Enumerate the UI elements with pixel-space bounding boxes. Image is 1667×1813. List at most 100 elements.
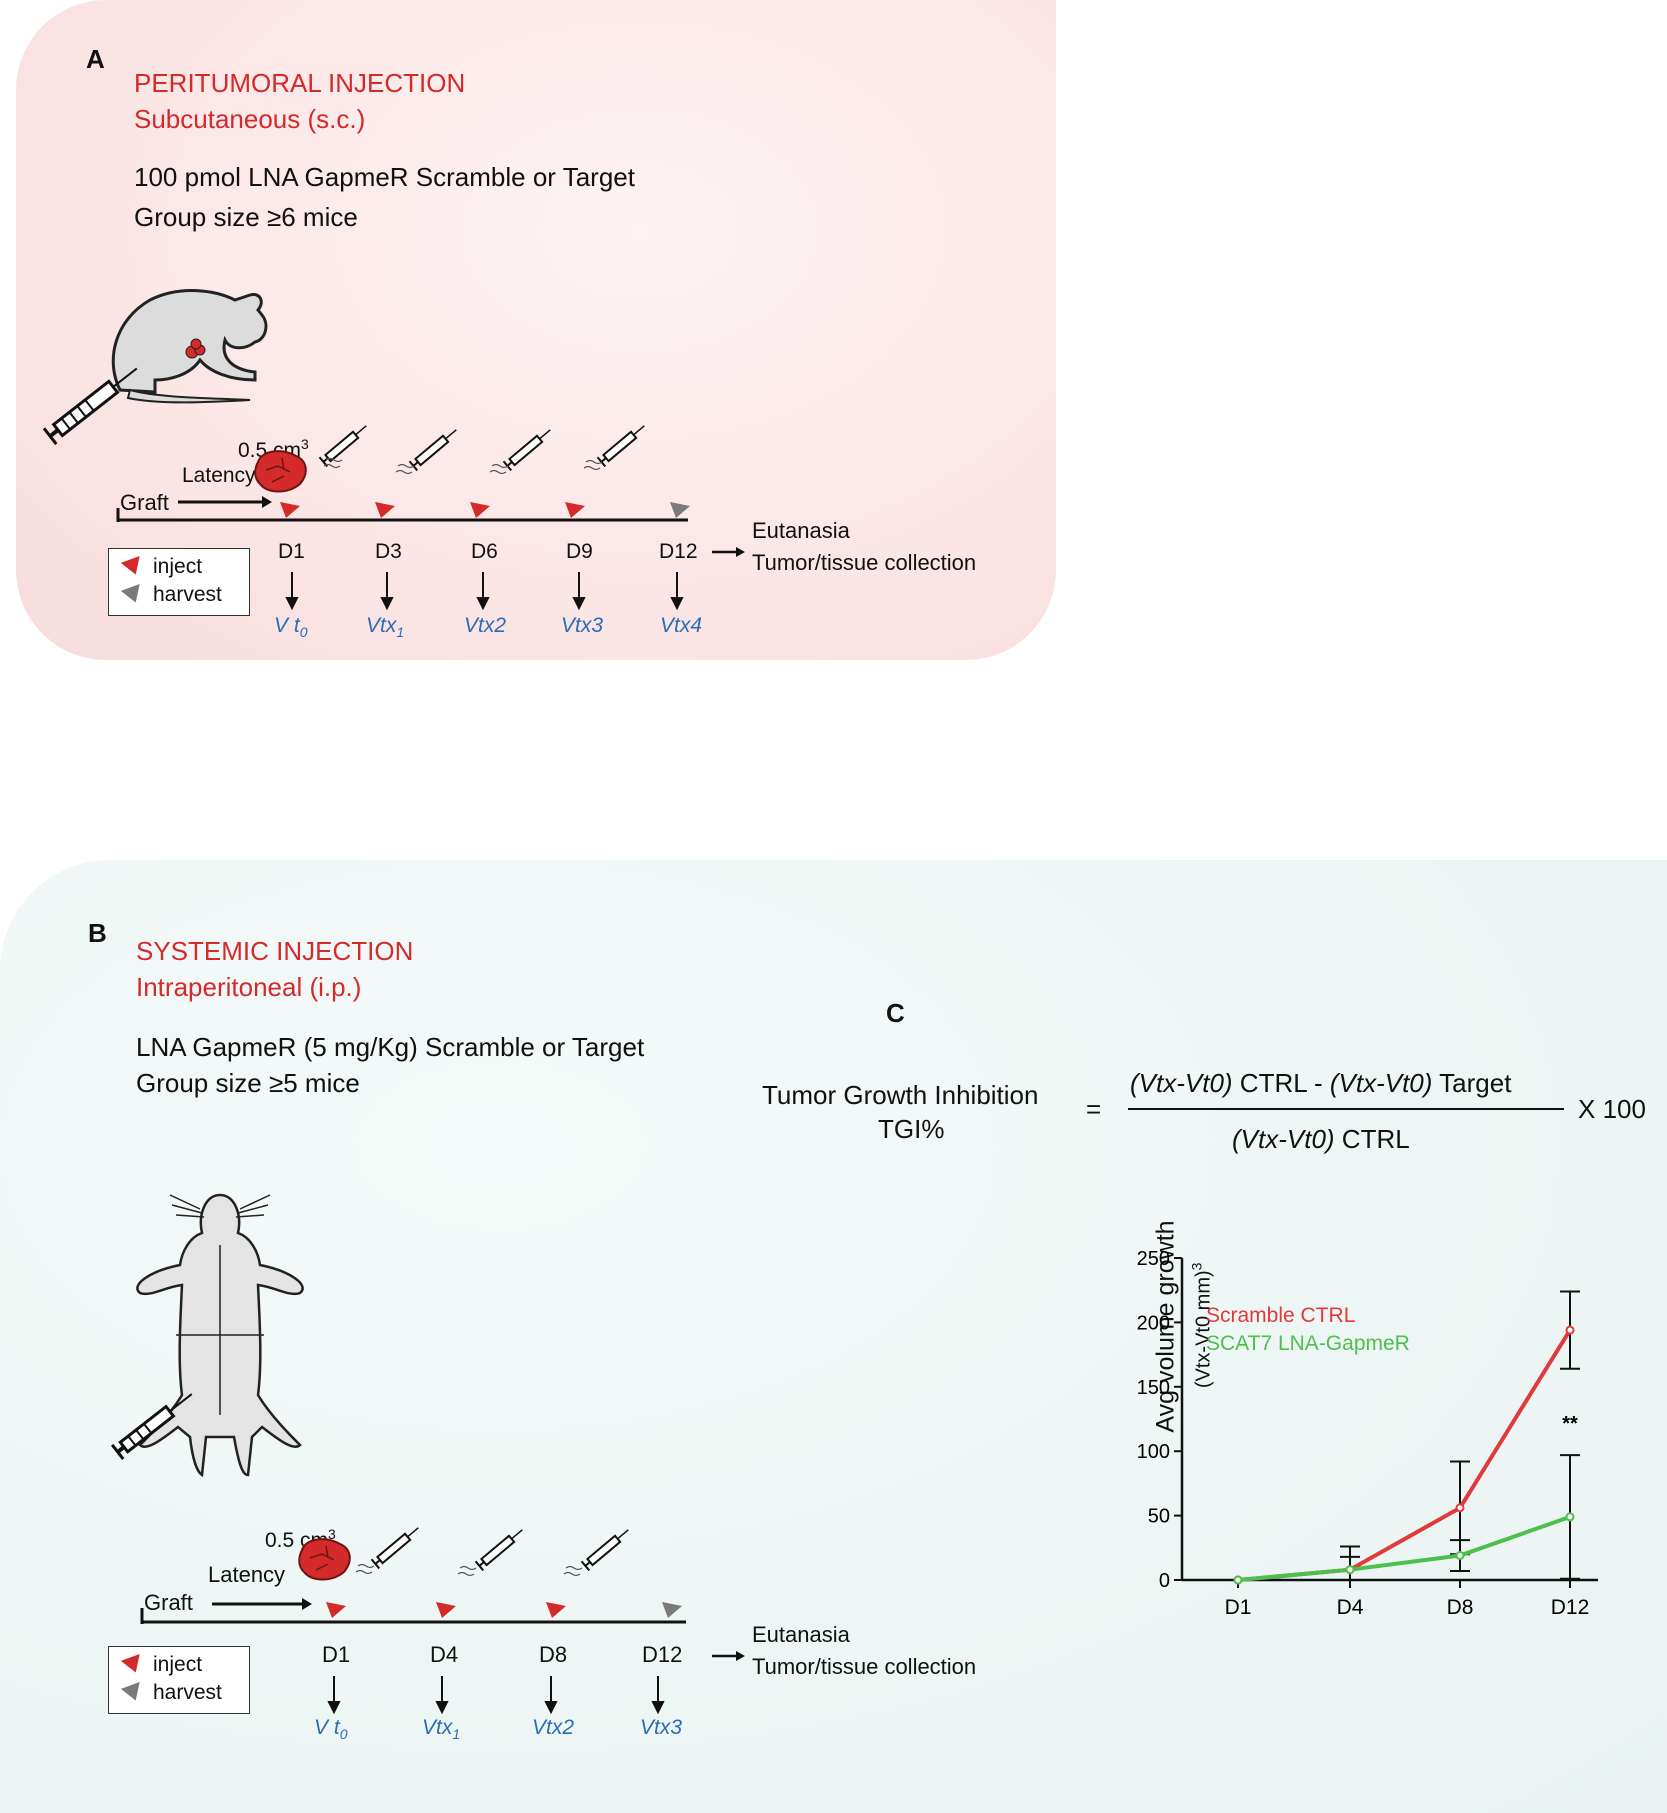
numerator-target: Target [1432,1068,1512,1098]
x-tick-label: D1 [1225,1596,1252,1619]
tgi-label-line1: Tumor Growth Inhibition [762,1080,1039,1110]
series-line-1 [1237,1329,1572,1582]
panel-b-group-size: Group size ≥5 mice [136,1068,360,1099]
fraction-bar [1128,1108,1564,1110]
inject-marker-1 [280,502,300,518]
panel-a-group-size: Group size ≥6 mice [134,202,358,233]
panel-a-endpoint-2: Tumor/tissue collection [752,550,977,575]
legend-inject: inject [120,1653,203,1677]
x-tick-label: D4 [1337,1596,1364,1619]
group-size-value: 6 mice [281,202,358,232]
panel-a-dose-text: 100 pmol LNA GapmeR Scramble or Target [134,162,635,192]
tgi-denominator: (Vtx-Vt0) CTRL [1232,1124,1410,1155]
harvest-marker [670,502,690,518]
y-tick-label: 200 [1137,1312,1170,1334]
panel-b-day-3: D8 [539,1642,568,1667]
panel-b-day-4: D12 [642,1642,683,1667]
data-point [1565,1325,1575,1335]
times-100: X 100 [1578,1094,1646,1124]
volume-main: Vtx3 [561,614,604,637]
legend-inject-label: inject [153,1653,203,1676]
volume-main: Vtx [366,614,397,637]
volume-main: Vtx2 [532,1716,575,1739]
panel-c-letter: C [886,998,905,1028]
numerator-ctrl: CTRL - [1232,1068,1330,1098]
syringe-icon-2 [474,1529,523,1572]
panel-b-day-1: D1 [322,1642,351,1667]
legend-harvest-label: harvest [153,583,222,606]
denominator-term: (Vtx-Vt0) [1232,1124,1335,1154]
equals-sign: = [1086,1094,1102,1124]
panel-b-volume-2: Vtx1 [422,1716,460,1742]
data-point [1233,1575,1243,1585]
panel-a-volume-1: V t0 [274,614,307,640]
inject-marker-4 [565,502,585,518]
geq-symbol: ≥ [268,1068,284,1098]
panel-a-endpoint-1: Eutanasia [752,518,850,543]
data-point [1455,1503,1465,1513]
legend-harvest: harvest [120,1681,222,1705]
legend-entry-2: SCAT7 LNA-GapmeR [1206,1332,1410,1355]
group-size-value: 5 mice [283,1068,360,1098]
panel-a-day-4: D9 [566,540,593,563]
panel-b-endpoint-2: Tumor/tissue collection [752,1654,977,1679]
data-point [1565,1512,1575,1522]
panel-b-volume-1: V t0 [314,1716,347,1742]
legend-inject-label: inject [153,555,203,578]
legend-inject: inject [120,555,203,579]
panel-a-volume-3: Vtx2 [464,614,506,638]
panel-b-day-2: D4 [430,1642,459,1667]
panel-a-day-2: D3 [375,540,402,563]
syringe-icon-3 [580,1529,629,1572]
legend-harvest: harvest [120,583,222,607]
syringe-icon-4 [596,425,645,468]
tumor-volume-exponent: 3 [328,1526,336,1542]
series-line-2 [1237,1515,1571,1582]
significance-annotation: ** [1562,1413,1578,1435]
tgi-numerator: (Vtx-Vt0) CTRL - (Vtx-Vt0) Target [1130,1068,1511,1099]
y-tick-label: 50 [1148,1506,1170,1528]
panel-a-letter: A [86,44,105,74]
group-size-label: Group size [136,1068,262,1098]
panel-b-endpoint-1: Eutanasia [752,1622,850,1647]
panel-a-day-1: D1 [278,540,305,563]
y-tick-label: 100 [1137,1441,1170,1463]
inject-marker-2 [375,502,395,518]
legend-entry-1: Scramble CTRL [1206,1304,1355,1327]
tgi-label-line2: TGI% [878,1114,945,1144]
y-tick-label: 150 [1137,1377,1170,1399]
denominator-ctrl: CTRL [1334,1124,1410,1154]
tumor-icon [298,1538,351,1581]
volume-sub: 0 [299,624,308,641]
numerator-term-b: (Vtx-Vt0) [1329,1068,1433,1098]
syringe-icon-1 [370,1527,419,1570]
panel-b-latency: Latency [208,1562,286,1587]
inject-marker-3 [470,502,490,518]
syringe-icon-3 [502,429,551,472]
volume-main: V t [314,1716,340,1739]
syringe-icon-1 [318,425,367,468]
inject-marker-1 [326,1602,346,1618]
volume-main: Vtx [422,1716,453,1739]
panel-a-day-3: D6 [471,540,498,563]
geq-symbol: ≥ [266,202,282,232]
panel-a-timeline [116,425,745,611]
panel-a-volume-5: Vtx4 [660,614,702,638]
panel-b-legend: inject harvest [108,1646,250,1714]
panel-a-volume-2: Vtx1 [366,614,404,640]
inject-marker-2 [436,1602,456,1618]
legend-harvest-label: harvest [153,1681,222,1704]
panel-b-subtitle: Intraperitoneal (i.p.) [136,972,362,1002]
numerator-term-a: (Vtx-Vt0) [1130,1068,1233,1098]
panel-b-volume-4: Vtx3 [640,1716,682,1740]
volume-sub: 0 [339,1726,348,1743]
data-point [1455,1551,1465,1561]
tumor-icon [254,450,307,493]
panel-b-background [0,860,1667,1813]
panel-a-legend: inject harvest [108,548,250,616]
volume-sub: 1 [396,624,405,641]
tumor-volume-exponent: 3 [301,436,309,452]
group-size-label: Group size [134,202,260,232]
volume-main: V t [274,614,300,637]
